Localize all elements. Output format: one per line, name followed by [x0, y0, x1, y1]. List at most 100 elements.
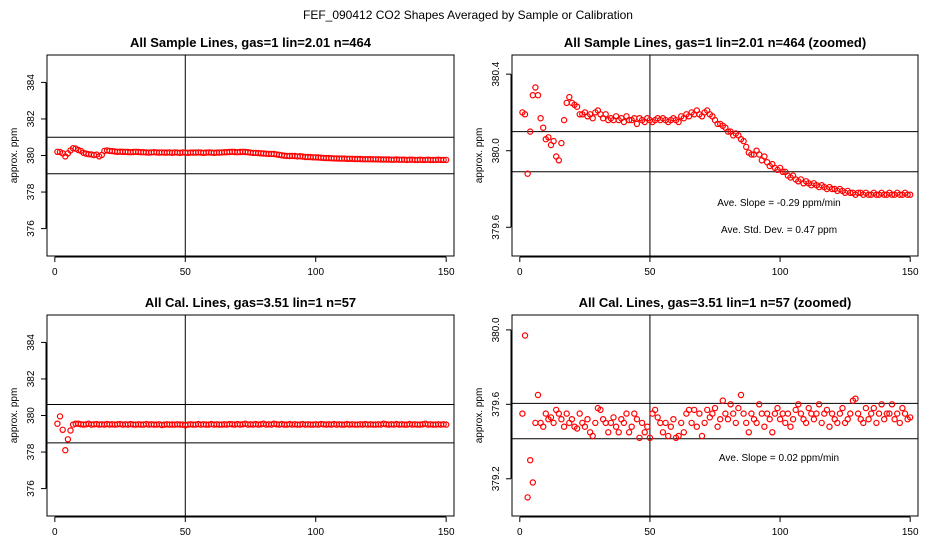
- data-point: [646, 434, 654, 441]
- chart-panel-3: All Cal. Lines, gas=3.51 lin=1 n=57 0 50 10…: [9, 295, 455, 538]
- data-point: [711, 404, 719, 412]
- data-point: [638, 419, 646, 427]
- x-tick-label: 100: [307, 267, 324, 278]
- data-point: [524, 494, 531, 501]
- data-point: [828, 410, 836, 417]
- data-point: [865, 191, 872, 198]
- data-point: [680, 429, 688, 436]
- data-point: [558, 139, 565, 147]
- data-point: [563, 410, 570, 417]
- data-point: [813, 410, 820, 417]
- data-point: [550, 419, 557, 427]
- data-point: [875, 410, 883, 417]
- data-point: [540, 124, 547, 131]
- data-point: [532, 84, 539, 91]
- data-point: [573, 425, 581, 432]
- plot-frame: [46, 314, 455, 517]
- data-point: [737, 391, 745, 399]
- data-point: [568, 416, 576, 423]
- data-point: [576, 410, 583, 417]
- data-point: [709, 410, 716, 417]
- data-point: [440, 156, 447, 164]
- data-point: [56, 413, 64, 420]
- data-point: [659, 429, 667, 436]
- data-point: [714, 423, 721, 430]
- data-point: [612, 423, 620, 430]
- data-point: [620, 118, 628, 126]
- data-point: [782, 419, 789, 427]
- data-point: [555, 410, 563, 417]
- x-tick-label: 100: [772, 527, 789, 538]
- data-point: [534, 391, 542, 399]
- data-point: [527, 128, 534, 135]
- data-point: [904, 191, 911, 198]
- x-tick-label: 50: [180, 527, 192, 538]
- data-point: [54, 420, 61, 427]
- data-point: [521, 111, 529, 118]
- y-tick-label: 380.0: [491, 317, 502, 342]
- y-tick-label: 380.0: [491, 138, 502, 163]
- data-point: [745, 429, 753, 436]
- data-point: [901, 410, 909, 417]
- data-point: [524, 170, 531, 177]
- data-point: [854, 189, 862, 196]
- data-point: [560, 116, 568, 124]
- y-tick-label: 379.6: [491, 391, 502, 416]
- y-tick-label: 380.4: [491, 61, 502, 86]
- y-axis-label: approx. ppm: [474, 128, 485, 184]
- x-tick-label: 0: [52, 267, 58, 278]
- data-point: [537, 114, 544, 122]
- data-point: [834, 419, 841, 427]
- data-point: [776, 416, 784, 423]
- data-point: [719, 397, 727, 404]
- data-point: [844, 416, 851, 423]
- data-point: [896, 419, 904, 427]
- panel-title: All Cal. Lines, gas=3.51 lin=1 n=57 (zoo…: [579, 295, 852, 310]
- data-point: [547, 414, 555, 421]
- data-point: [573, 103, 581, 110]
- data-point: [607, 419, 615, 427]
- data-point: [753, 419, 760, 427]
- data-point: [795, 401, 802, 408]
- data-point: [589, 114, 596, 122]
- data-point: [675, 118, 682, 126]
- data-point: [805, 404, 812, 412]
- data-point: [865, 416, 872, 423]
- x-tick-label: 50: [644, 527, 656, 538]
- y-axis-label: approx. ppm: [9, 388, 20, 444]
- data-point: [724, 416, 732, 423]
- data-point: [761, 423, 768, 430]
- data-point: [743, 419, 750, 427]
- data-point: [852, 395, 859, 402]
- plot-frame: [511, 314, 919, 517]
- data-point: [789, 416, 797, 423]
- data-point: [670, 416, 677, 423]
- y-tick-label: 379.2: [491, 466, 502, 491]
- x-tick-label: 100: [772, 267, 789, 278]
- data-point: [743, 143, 750, 151]
- panel-annotation: Ave. Slope = -0.29 ppm/min: [717, 198, 841, 209]
- data-point: [878, 401, 885, 408]
- data-point: [896, 191, 904, 198]
- data-point: [532, 419, 539, 427]
- data-point: [542, 410, 550, 417]
- data-point: [761, 153, 768, 160]
- data-point: [740, 410, 747, 417]
- data-point: [443, 421, 450, 428]
- data-point: [740, 137, 747, 145]
- data-point: [667, 423, 675, 430]
- data-point: [563, 99, 570, 107]
- plot-frame: [46, 54, 455, 257]
- data-point: [894, 410, 901, 417]
- data-point: [693, 423, 701, 430]
- y-tick-label: 382: [26, 370, 37, 387]
- data-point: [787, 423, 794, 430]
- data-point: [631, 410, 638, 417]
- data-point: [870, 404, 878, 412]
- y-axis-label: approx. ppm: [9, 128, 20, 184]
- data-point: [797, 410, 805, 417]
- data-point: [808, 410, 815, 417]
- data-point: [732, 419, 740, 427]
- data-point: [888, 191, 896, 198]
- x-tick-label: 100: [307, 527, 324, 538]
